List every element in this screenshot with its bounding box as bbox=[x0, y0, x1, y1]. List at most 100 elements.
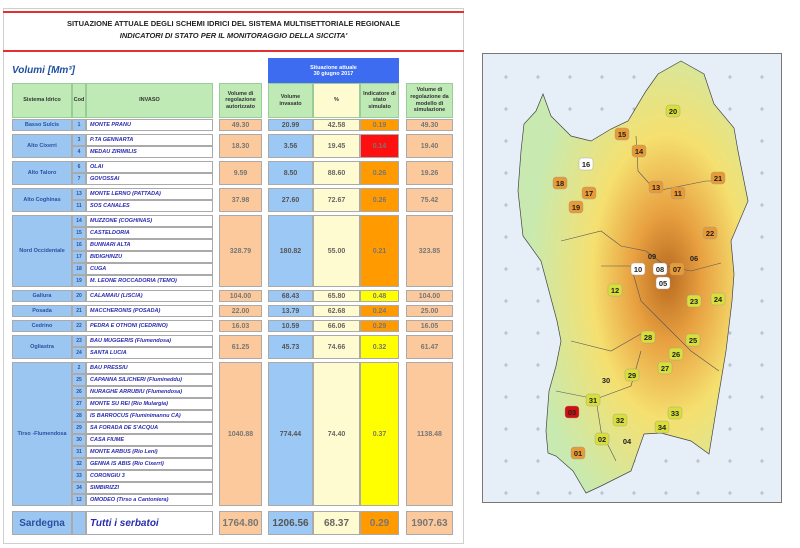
marker-label: 34 bbox=[658, 423, 667, 432]
reservoir-marker[interactable]: 19 bbox=[568, 200, 584, 214]
reservoir-marker[interactable]: 05 bbox=[655, 276, 671, 290]
invaso-cell: MACCHERONIS (POSADA) bbox=[86, 305, 213, 317]
reservoir-marker[interactable]: 10 bbox=[630, 262, 646, 276]
reservoir-marker[interactable]: 02 bbox=[594, 432, 610, 446]
vol-inv-cell: 3.56 bbox=[268, 134, 313, 158]
indicator-cell: 0.48 bbox=[360, 290, 399, 302]
reservoir-marker[interactable]: 34 bbox=[654, 420, 670, 434]
marker-label: 03 bbox=[568, 408, 576, 417]
reservoir-marker[interactable]: 09 bbox=[648, 252, 656, 261]
vol-inv-cell: 8.50 bbox=[268, 161, 313, 185]
reservoir-marker[interactable]: 20 bbox=[665, 104, 681, 118]
grid-cross bbox=[536, 427, 540, 431]
cod-cell: 26 bbox=[72, 386, 86, 398]
vol-mod-cell: 323.85 bbox=[406, 215, 453, 287]
cod-cell: 6 bbox=[72, 161, 86, 173]
grid-cross bbox=[568, 75, 572, 79]
sistema-cell: Alto Cixerri bbox=[12, 134, 72, 158]
reservoir-marker[interactable]: 04 bbox=[623, 437, 632, 446]
indicator-cell: 0.26 bbox=[360, 188, 399, 212]
marker-badge bbox=[648, 180, 664, 194]
vol-reg-cell: 49.30 bbox=[219, 119, 262, 131]
vol-mod-cell: 61.47 bbox=[406, 335, 453, 359]
grid-cross bbox=[568, 491, 572, 495]
marker-badge bbox=[581, 186, 597, 200]
marker-badge bbox=[630, 262, 646, 276]
grid-cross bbox=[760, 299, 764, 303]
grid-cross bbox=[504, 235, 508, 239]
reservoir-marker[interactable]: 33 bbox=[667, 406, 683, 420]
marker-badge bbox=[564, 405, 580, 419]
marker-label: 07 bbox=[673, 265, 681, 274]
grid-cross bbox=[760, 107, 764, 111]
reservoir-marker[interactable]: 18 bbox=[552, 176, 568, 190]
reservoir-marker[interactable]: 08 bbox=[652, 262, 668, 276]
invaso-cell: SA FORADA DE S'ACQUA bbox=[86, 422, 213, 434]
sistema-cell: Alto Coghinas bbox=[12, 188, 72, 212]
grid-cross bbox=[728, 427, 732, 431]
reservoir-marker[interactable]: 26 bbox=[668, 347, 684, 361]
grid-cross bbox=[536, 75, 540, 79]
marker-label: 20 bbox=[669, 107, 677, 116]
reservoir-marker[interactable]: 22 bbox=[702, 226, 718, 240]
sistema-cell: Nord Occidentale bbox=[12, 215, 72, 287]
reservoir-marker[interactable]: 21 bbox=[710, 171, 726, 185]
marker-badge bbox=[568, 200, 584, 214]
marker-label: 15 bbox=[618, 130, 626, 139]
cod-cell: 15 bbox=[72, 227, 86, 239]
grid-cross bbox=[760, 139, 764, 143]
marker-label: 28 bbox=[644, 333, 652, 342]
situazione-header: Situazione attuale 30 giugno 2017 bbox=[268, 58, 399, 83]
reservoir-marker[interactable]: 11 bbox=[670, 186, 686, 200]
reservoir-marker[interactable]: 15 bbox=[614, 127, 630, 141]
indicator-cell: 0.19 bbox=[360, 119, 399, 131]
cod-cell: 17 bbox=[72, 251, 86, 263]
vol-mod-cell: 19.40 bbox=[406, 134, 453, 158]
reservoir-marker[interactable]: 03 bbox=[564, 405, 580, 419]
marker-badge bbox=[652, 262, 668, 276]
marker-badge bbox=[631, 144, 647, 158]
grid-cross bbox=[600, 491, 604, 495]
reservoir-marker[interactable]: 24 bbox=[710, 292, 726, 306]
reservoir-marker[interactable]: 27 bbox=[657, 361, 673, 375]
reservoir-marker[interactable]: 31 bbox=[585, 393, 601, 407]
reservoir-marker[interactable]: 13 bbox=[648, 180, 664, 194]
invaso-cell: P.TA GENNARTA bbox=[86, 134, 213, 146]
grid-cross bbox=[568, 107, 572, 111]
reservoir-marker[interactable]: 06 bbox=[690, 254, 698, 263]
reservoir-marker[interactable]: 29 bbox=[624, 368, 640, 382]
cod-cell: 4 bbox=[72, 146, 86, 158]
reservoir-marker[interactable]: 17 bbox=[581, 186, 597, 200]
reservoir-marker[interactable]: 07 bbox=[669, 262, 685, 276]
indicator-cell: 0.14 bbox=[360, 134, 399, 158]
marker-badge bbox=[702, 226, 718, 240]
invaso-cell: MUZZONE (COGHINAS) bbox=[86, 215, 213, 227]
invaso-cell: CORONGIU 3 bbox=[86, 470, 213, 482]
invaso-cell: NURAGHE ARRUBIU (Flumendosa) bbox=[86, 386, 213, 398]
reservoir-marker[interactable]: 12 bbox=[607, 283, 623, 297]
grid-cross bbox=[536, 331, 540, 335]
island-outline bbox=[517, 60, 749, 494]
grid-cross bbox=[632, 491, 636, 495]
reservoir-marker[interactable]: 01 bbox=[570, 446, 586, 460]
reservoir-marker[interactable]: 32 bbox=[612, 413, 628, 427]
invaso-cell: SIMBIRIZZI bbox=[86, 482, 213, 494]
cod-cell: 20 bbox=[72, 290, 86, 302]
grid-cross bbox=[504, 203, 508, 207]
reservoir-marker[interactable]: 25 bbox=[685, 333, 701, 347]
grid-cross bbox=[504, 363, 508, 367]
situazione-line-2: 30 giugno 2017 bbox=[313, 70, 354, 77]
reservoir-marker[interactable]: 30 bbox=[602, 376, 610, 385]
vol-inv-cell: 20.99 bbox=[268, 119, 313, 131]
reservoir-marker[interactable]: 14 bbox=[631, 144, 647, 158]
grid-cross bbox=[728, 363, 732, 367]
pct-cell: 55.00 bbox=[313, 215, 360, 287]
reservoir-marker[interactable]: 23 bbox=[686, 294, 702, 308]
vol-inv-cell: 27.60 bbox=[268, 188, 313, 212]
header-pct: % bbox=[313, 83, 360, 118]
cod-cell: 19 bbox=[72, 275, 86, 287]
reservoir-marker[interactable]: 28 bbox=[640, 330, 656, 344]
marker-label: 33 bbox=[671, 409, 679, 418]
indicator-cell: 0.21 bbox=[360, 215, 399, 287]
reservoir-marker[interactable]: 16 bbox=[578, 157, 594, 171]
